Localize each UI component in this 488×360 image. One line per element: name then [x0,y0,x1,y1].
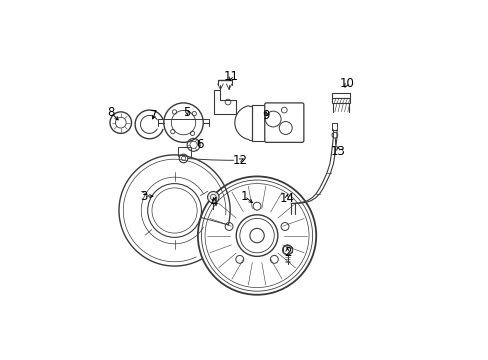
FancyBboxPatch shape [264,103,303,142]
Text: 1: 1 [240,190,248,203]
Text: 14: 14 [279,192,294,205]
Text: 11: 11 [223,69,238,82]
Text: 7: 7 [150,109,158,122]
Text: 10: 10 [339,77,353,90]
Text: 13: 13 [330,145,345,158]
Text: 4: 4 [210,196,217,209]
Text: 6: 6 [196,138,203,150]
Text: 8: 8 [107,106,115,119]
Circle shape [207,192,219,203]
Text: 3: 3 [140,190,147,203]
Text: 2: 2 [283,246,291,259]
Text: 12: 12 [232,154,247,167]
Text: 9: 9 [262,109,269,122]
Text: 5: 5 [183,106,190,119]
